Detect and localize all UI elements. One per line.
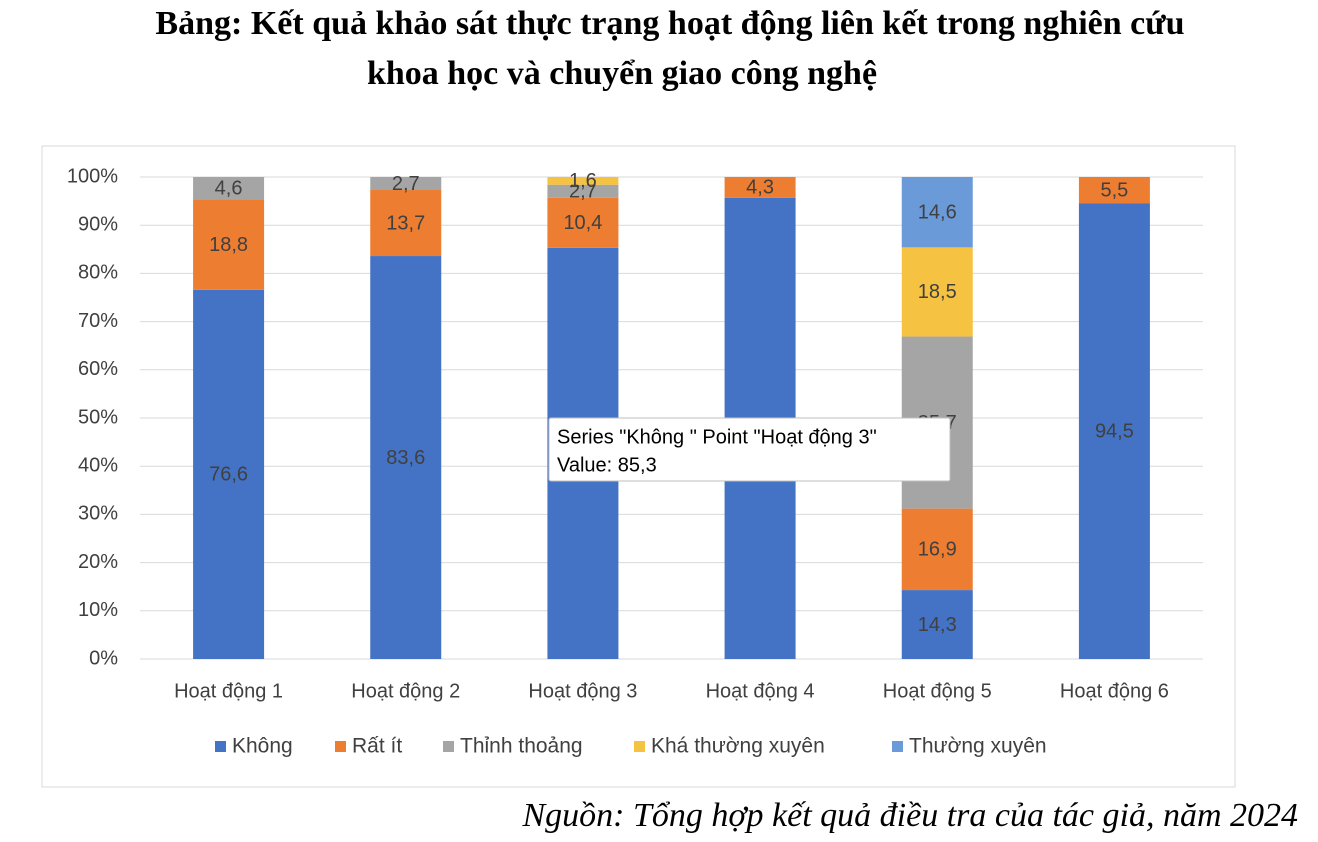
data-label: 1,6 bbox=[569, 170, 597, 192]
x-tick-label: Hoạt động 3 bbox=[528, 680, 637, 702]
chart-title: khoa học và chuyển giao công nghệ bbox=[367, 55, 877, 92]
legend-label: Thường xuyên bbox=[909, 735, 1047, 758]
legend-marker bbox=[335, 741, 346, 752]
x-tick-label: Hoạt động 4 bbox=[706, 680, 815, 702]
x-tick-label: Hoạt động 2 bbox=[351, 680, 460, 702]
y-tick-label: 30% bbox=[78, 503, 118, 525]
y-tick-label: 50% bbox=[78, 406, 118, 428]
bar-segment bbox=[1078, 177, 1150, 204]
x-tick-label: Hoạt động 1 bbox=[174, 680, 283, 702]
data-label: 94,5 bbox=[1095, 421, 1134, 443]
bar-segment bbox=[547, 197, 619, 248]
bar-segment bbox=[724, 177, 796, 198]
legend-label: Không bbox=[232, 735, 293, 758]
legend-label: Thỉnh thoảng bbox=[460, 735, 583, 758]
bar-segment bbox=[193, 199, 265, 290]
data-label: 14,3 bbox=[918, 614, 957, 636]
y-tick-label: 0% bbox=[89, 647, 118, 669]
data-label: 4,6 bbox=[215, 177, 243, 199]
bar-segment bbox=[901, 177, 973, 248]
data-label: 10,4 bbox=[563, 212, 602, 234]
legend-marker bbox=[215, 741, 226, 752]
bar-segment bbox=[1078, 203, 1150, 659]
y-tick-label: 40% bbox=[78, 454, 118, 476]
bar-segment bbox=[547, 177, 619, 185]
tooltip-text: Series "Không " Point "Hoạt động 3" bbox=[557, 426, 877, 448]
data-label: 2,7 bbox=[569, 181, 597, 203]
x-tick-label: Hoạt động 5 bbox=[883, 680, 992, 702]
bar-segment bbox=[193, 177, 265, 200]
data-label: 2,7 bbox=[392, 173, 420, 195]
tooltip-text: Value: 85,3 bbox=[557, 454, 657, 476]
bar-segment bbox=[370, 177, 442, 191]
bar-segment bbox=[901, 508, 973, 591]
legend-marker bbox=[634, 741, 645, 752]
data-label: 18,5 bbox=[918, 281, 957, 303]
data-label: 16,9 bbox=[918, 539, 957, 561]
x-tick-label: Hoạt động 6 bbox=[1060, 680, 1169, 702]
y-tick-label: 90% bbox=[78, 213, 118, 235]
y-tick-label: 10% bbox=[78, 599, 118, 621]
y-tick-label: 70% bbox=[78, 310, 118, 332]
y-tick-label: 100% bbox=[67, 165, 118, 187]
data-label: 5,5 bbox=[1101, 180, 1129, 202]
bar-segment bbox=[901, 247, 973, 337]
legend-marker bbox=[443, 741, 454, 752]
bar-segment bbox=[193, 289, 265, 659]
data-label: 14,6 bbox=[918, 201, 957, 223]
bar-segment bbox=[370, 190, 442, 257]
y-tick-label: 60% bbox=[78, 358, 118, 380]
source-note: Nguồn: Tổng hợp kết quả điều tra của tác… bbox=[521, 797, 1298, 834]
bar-segment bbox=[901, 590, 973, 659]
data-label: 83,6 bbox=[386, 447, 425, 469]
tooltip-box bbox=[548, 417, 951, 482]
data-label: 4,3 bbox=[746, 177, 774, 199]
y-tick-label: 20% bbox=[78, 551, 118, 573]
data-label: 76,6 bbox=[209, 464, 248, 486]
bar-segment bbox=[370, 256, 442, 659]
bar-segment bbox=[547, 184, 619, 198]
y-tick-label: 80% bbox=[78, 262, 118, 284]
legend-label: Khá thường xuyên bbox=[651, 735, 825, 758]
legend-marker bbox=[892, 741, 903, 752]
data-label: 18,8 bbox=[209, 234, 248, 256]
legend-label: Rất ít bbox=[352, 735, 402, 758]
data-label: 13,7 bbox=[386, 212, 425, 234]
chart-title: Bảng: Kết quả khảo sát thực trạng hoạt đ… bbox=[155, 5, 1184, 42]
